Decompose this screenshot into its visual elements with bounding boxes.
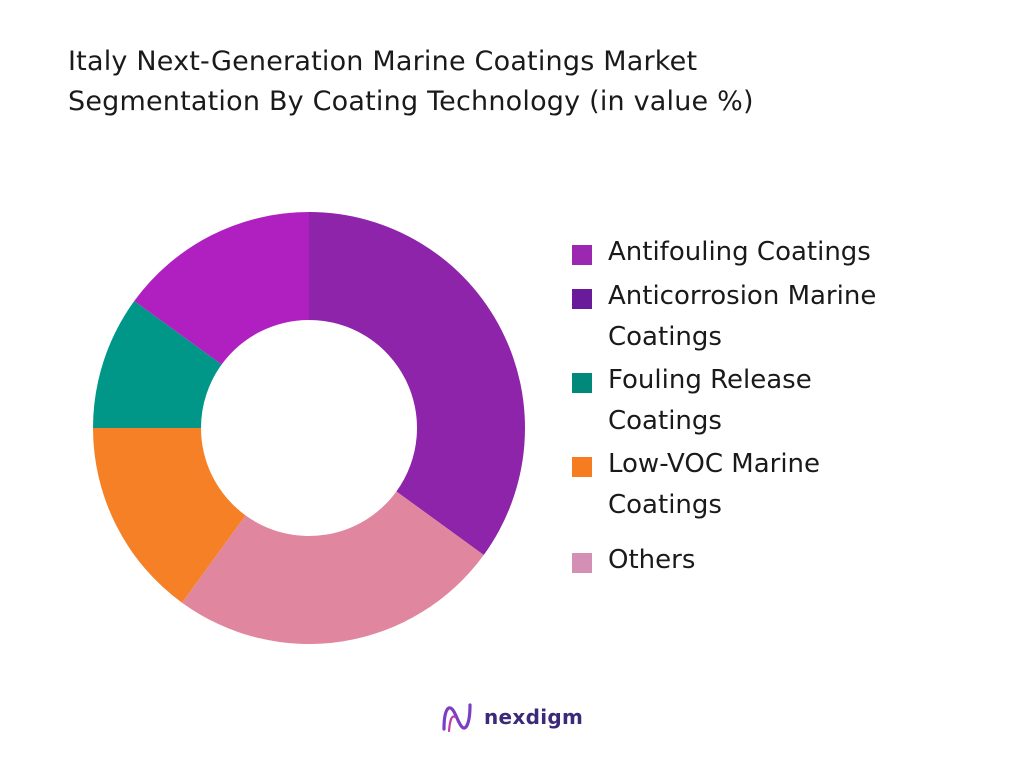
legend-swatch-others [572, 553, 592, 573]
nexdigm-logo-icon [442, 703, 472, 733]
legend-label-anticorrosion-line-2: Coatings [608, 322, 722, 352]
legend-swatch-low-voc [572, 457, 592, 477]
legend-item-low-voc: Low-VOC Marine Coatings [568, 444, 988, 526]
donut-slice-anticorrosion-marine-coatings [182, 491, 484, 644]
nexdigm-logo: nexdigm [440, 700, 583, 734]
legend-label-anticorrosion-line-1: Anticorrosion Marine [608, 281, 877, 311]
legend-label-low-voc-line-1: Low-VOC Marine [608, 449, 821, 479]
donut-slice-low-voc-marine-coatings [93, 301, 222, 428]
legend-swatch-antifouling [572, 245, 592, 265]
legend-label-others: Others [608, 545, 696, 575]
legend-item-others: Others [568, 540, 988, 581]
legend-item-anticorrosion: Anticorrosion Marine Coatings [568, 276, 988, 358]
chart-title-line-1: Italy Next-Generation Marine Coatings Ma… [68, 46, 698, 77]
chart-title-line-2: Segmentation By Coating Technology (in v… [68, 86, 754, 117]
nexdigm-logo-text: nexdigm [484, 705, 584, 729]
chart-legend: Antifouling Coatings Anticorrosion Marin… [568, 232, 988, 581]
legend-label-low-voc-line-2: Coatings [608, 490, 722, 520]
legend-swatch-fouling-release [572, 373, 592, 393]
legend-label-antifouling: Antifouling Coatings [608, 237, 871, 267]
legend-label-fouling-release-line-2: Coatings [608, 406, 722, 436]
legend-swatch-anticorrosion [572, 289, 592, 309]
legend-label-fouling-release-line-1: Fouling Release [608, 365, 812, 395]
donut-slice-antifouling-coatings [309, 212, 525, 555]
donut-slice-fouling-release-coatings [93, 428, 246, 603]
legend-item-fouling-release: Fouling Release Coatings [568, 360, 988, 442]
donut-slice-others [134, 212, 309, 365]
chart-title: Italy Next-Generation Marine Coatings Ma… [68, 42, 968, 122]
legend-item-antifouling: Antifouling Coatings [568, 232, 988, 273]
